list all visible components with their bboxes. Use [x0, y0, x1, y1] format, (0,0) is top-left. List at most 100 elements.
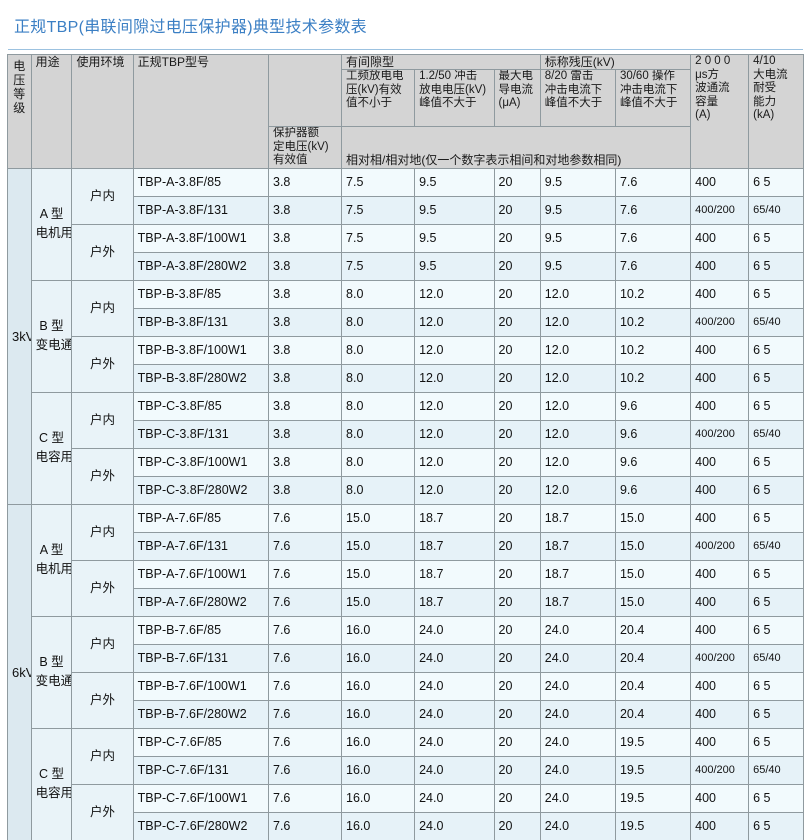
cell-imp: 12.0 [414, 363, 495, 393]
cell-light: 18.7 [539, 559, 616, 589]
cell-wave: 400 [690, 783, 750, 813]
header-row-1: 电压 等级 用途 使用环境 正规TBP型号 有间隙型 标称残压(kV) 2 0 … [7, 54, 804, 169]
cell-hc: 6 5 [748, 671, 804, 701]
cell-sw: 15.0 [614, 503, 692, 533]
cell-imp: 12.0 [414, 335, 495, 365]
cell-model: TBP-C-3.8F/100W1 [132, 447, 270, 477]
header-lightning-l3: 峰值不大于 [544, 97, 603, 109]
table-header: 电压 等级 用途 使用环境 正规TBP型号 有间隙型 标称残压(kV) 2 0 … [7, 54, 804, 169]
header-wave-capacity: 2 0 0 0 μs方 波通流 容量 (A) [690, 54, 750, 169]
usage-line1: A 型 [39, 543, 64, 557]
table-row: TBP-B-3.8F/131 3.8 8.0 12.0 20 12.0 10.2 400/20… [8, 307, 804, 337]
table-row: 户外 TBP-A-3.8F/100W1 3.8 7.5 9.5 20 9.5 7.6 400 6 … [8, 223, 804, 281]
cell-hc: 65/40 [748, 419, 804, 449]
cell-pf: 16.0 [341, 699, 416, 729]
cell-rated: 7.6 [267, 671, 343, 701]
table-row: TBP-C-7.6F/131 7.6 16.0 24.0 20 24.0 19.5 400/2… [8, 755, 804, 785]
header-high-current-l5: (kA) [753, 109, 775, 121]
cell-wave: 400 [690, 167, 750, 197]
cell-model: TBP-B-3.8F/280W2 [132, 363, 270, 393]
cell-pf: 15.0 [341, 531, 416, 561]
cell-imp: 12.0 [414, 391, 495, 421]
usage-line1: C 型 [39, 767, 65, 781]
cell-wave: 400 [690, 559, 750, 589]
environment-cell: 户外 [71, 783, 134, 840]
cell-model: TBP-A-3.8F/131 [132, 195, 270, 225]
cell-imp: 24.0 [414, 783, 495, 813]
cell-light: 9.5 [539, 251, 616, 281]
cell-hc: 6 5 [748, 447, 804, 477]
cell-wave: 400 [690, 251, 750, 281]
cell-wave: 400 [690, 363, 750, 393]
cell-hc: 6 5 [748, 391, 804, 421]
cell-pf: 8.0 [341, 475, 416, 505]
table-row: 户外 TBP-B-7.6F/100W1 7.6 16.0 24.0 20 24.0 20.4 4… [8, 671, 804, 729]
cell-rated: 7.6 [267, 615, 343, 645]
cell-model: TBP-A-7.6F/85 [132, 503, 270, 533]
cell-model: TBP-A-3.8F/100W1 [132, 223, 270, 253]
cell-imp: 24.0 [414, 615, 495, 645]
cell-rated: 3.8 [267, 167, 343, 197]
usage-cell: B 型变电通用 [30, 279, 73, 393]
cell-wave: 400 [690, 223, 750, 253]
cell-model: TBP-C-3.8F/131 [132, 419, 270, 449]
cell-wave: 400/200 [690, 643, 750, 673]
table-row: C 型电容用 户内 TBP-C-3.8F/85 3.8 8.0 12.0 20 12.0 9.6… [8, 391, 804, 505]
usage-cell: C 型电容用 [30, 727, 73, 840]
cell-rated: 7.6 [267, 643, 343, 673]
cell-light: 18.7 [539, 587, 616, 617]
voltage-level-cell: 6kV [7, 503, 32, 840]
cell-pf: 7.5 [341, 167, 416, 197]
cell-sw: 10.2 [614, 363, 692, 393]
cell-sw: 9.6 [614, 447, 692, 477]
cell-cur: 20 [493, 391, 541, 421]
cell-rated: 3.8 [267, 279, 343, 309]
cell-light: 12.0 [539, 335, 616, 365]
cell-imp: 12.0 [414, 447, 495, 477]
header-max-current-l1: 最大电 [498, 70, 534, 83]
cell-model: TBP-A-3.8F/85 [132, 167, 270, 197]
cell-light: 12.0 [539, 391, 616, 421]
table-row: TBP-B-3.8F/280W2 3.8 8.0 12.0 20 12.0 10.2 400 6… [8, 363, 804, 393]
header-high-current: 4/10 大电流 耐受 能力 (kA) [748, 54, 804, 169]
cell-cur: 20 [493, 279, 541, 309]
cell-cur: 20 [493, 223, 541, 253]
environment-cell: 户内 [71, 503, 134, 561]
header-power-freq-l3: 值不小于 [346, 97, 393, 109]
cell-cur: 20 [493, 195, 541, 225]
header-high-current-l4: 能力 [753, 95, 777, 108]
cell-wave: 400 [690, 811, 750, 840]
header-power-freq-l1: 工频放电电 [346, 70, 404, 83]
cell-rated: 7.6 [267, 811, 343, 840]
environment-cell: 户内 [71, 727, 134, 785]
usage-line2: 电机用 [35, 226, 72, 240]
cell-model: TBP-C-7.6F/85 [132, 727, 270, 757]
header-lightning: 8/20 雷击 冲击电流下 峰值不大于 [539, 69, 616, 127]
table-row: TBP-B-7.6F/280W2 7.6 16.0 24.0 20 24.0 20.4 400… [8, 699, 804, 729]
table-row: TBP-A-7.6F/131 7.6 15.0 18.7 20 18.7 15.0 400/2… [8, 531, 804, 561]
header-rated-voltage-l2: 定电压(kV) [273, 140, 329, 153]
cell-cur: 20 [493, 307, 541, 337]
cell-light: 9.5 [539, 195, 616, 225]
usage-cell: C 型电容用 [30, 391, 73, 505]
cell-rated: 7.6 [267, 531, 343, 561]
cell-sw: 20.4 [614, 671, 692, 701]
cell-imp: 24.0 [414, 727, 495, 757]
cell-sw: 19.5 [614, 727, 692, 757]
cell-rated: 7.6 [267, 783, 343, 813]
cell-light: 24.0 [539, 755, 616, 785]
cell-model: TBP-C-7.6F/100W1 [132, 783, 270, 813]
cell-light: 18.7 [539, 503, 616, 533]
cell-hc: 6 5 [748, 727, 804, 757]
cell-model: TBP-B-7.6F/100W1 [132, 671, 270, 701]
cell-cur: 20 [493, 587, 541, 617]
environment-cell: 户外 [71, 223, 134, 281]
header-impulse-l2: 放电电压(kV) [419, 83, 487, 96]
cell-wave: 400/200 [690, 531, 750, 561]
cell-pf: 8.0 [341, 279, 416, 309]
cell-rated: 3.8 [267, 391, 343, 421]
cell-imp: 12.0 [414, 475, 495, 505]
cell-sw: 15.0 [614, 587, 692, 617]
environment-cell: 户外 [71, 447, 134, 505]
usage-line2: 变电通用 [35, 338, 72, 352]
